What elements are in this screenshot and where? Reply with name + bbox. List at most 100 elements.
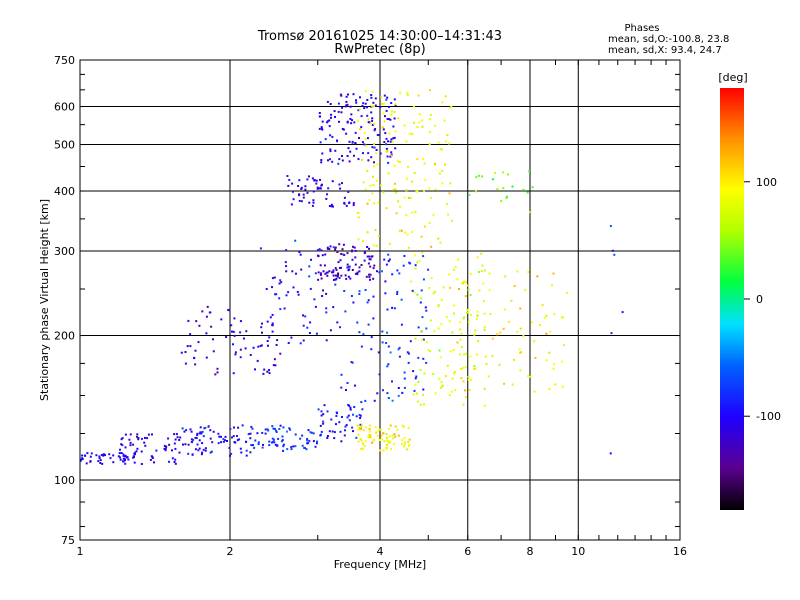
data-point (196, 443, 199, 446)
data-point (370, 94, 373, 96)
data-point (345, 104, 348, 107)
data-point (354, 384, 356, 387)
data-point (408, 444, 410, 447)
data-point (275, 429, 277, 432)
data-point (462, 380, 465, 383)
data-point (369, 273, 372, 276)
data-point (428, 89, 431, 92)
data-point (511, 185, 514, 188)
data-point (273, 441, 276, 444)
data-point (400, 298, 403, 301)
data-point (443, 119, 446, 122)
data-point (498, 363, 501, 366)
data-point (341, 248, 344, 251)
data-point (459, 353, 461, 356)
x-tick-label: 2 (227, 545, 234, 558)
data-point (377, 429, 379, 432)
data-point (81, 458, 84, 460)
colorbar-tick-label: -100 (756, 410, 781, 423)
data-point (393, 111, 396, 114)
data-point (406, 93, 409, 96)
data-point (358, 266, 361, 269)
data-point (392, 125, 395, 128)
data-point (283, 307, 286, 310)
data-point (90, 452, 93, 455)
data-point (343, 196, 346, 199)
data-point (173, 433, 176, 436)
data-point (393, 307, 396, 310)
data-point (408, 197, 410, 199)
data-point (333, 110, 336, 113)
data-point (422, 388, 425, 391)
data-point (352, 430, 354, 433)
data-point (174, 462, 177, 465)
data-point (305, 448, 308, 451)
data-point (150, 455, 153, 458)
data-point (457, 258, 460, 261)
data-point (377, 351, 380, 354)
data-point (387, 140, 389, 143)
data-point (274, 443, 277, 446)
data-point (408, 438, 411, 441)
data-point (440, 381, 443, 384)
data-point (359, 96, 361, 99)
data-point (312, 440, 315, 443)
data-point (308, 439, 311, 442)
data-point (285, 265, 288, 268)
data-point (371, 123, 374, 126)
data-point (386, 308, 389, 311)
data-point (276, 444, 279, 447)
data-point (398, 346, 401, 349)
data-point (108, 453, 111, 456)
data-point (390, 138, 393, 141)
data-point (332, 306, 335, 309)
data-point (387, 253, 390, 256)
data-point (441, 101, 444, 104)
data-point (321, 152, 324, 155)
data-point (334, 274, 337, 277)
data-point (397, 160, 399, 163)
data-point (429, 319, 432, 322)
data-point (153, 461, 155, 464)
data-point (348, 140, 351, 143)
data-point (376, 392, 379, 395)
data-point (441, 182, 444, 185)
data-point (374, 104, 377, 107)
data-point (344, 105, 347, 108)
data-point (184, 443, 187, 446)
data-point (194, 363, 197, 366)
data-point (366, 114, 369, 117)
y-tick-label: 75 (61, 534, 75, 547)
data-point (609, 225, 612, 227)
data-point (384, 132, 387, 135)
data-point (298, 251, 301, 254)
data-point (271, 440, 274, 443)
data-point (420, 297, 423, 300)
data-point (267, 429, 270, 432)
data-point (421, 338, 424, 341)
data-point (264, 428, 267, 431)
data-point (412, 393, 415, 396)
data-point (286, 175, 289, 177)
data-point (321, 295, 324, 297)
data-point (275, 431, 278, 433)
data-point (418, 259, 421, 262)
data-point (164, 447, 167, 450)
data-point (331, 430, 334, 433)
data-point (124, 446, 127, 449)
data-point (448, 142, 451, 145)
data-point (345, 389, 347, 391)
data-point (301, 434, 304, 437)
data-point (234, 353, 237, 356)
data-point (391, 380, 393, 383)
data-point (357, 428, 360, 431)
data-point (502, 171, 505, 174)
data-point (340, 274, 343, 277)
data-point (430, 196, 433, 199)
data-point (519, 327, 522, 330)
data-point (367, 323, 370, 326)
data-point (290, 203, 293, 206)
data-point (491, 337, 494, 340)
data-point (407, 427, 410, 430)
